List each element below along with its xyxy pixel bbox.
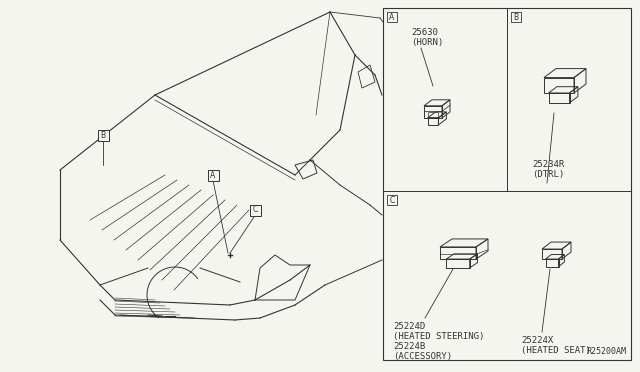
Text: 25224B: 25224B	[393, 342, 425, 351]
Text: C: C	[252, 205, 258, 215]
FancyBboxPatch shape	[387, 12, 397, 22]
FancyBboxPatch shape	[511, 12, 521, 22]
Text: C: C	[389, 196, 395, 205]
FancyBboxPatch shape	[207, 170, 218, 180]
FancyBboxPatch shape	[97, 129, 109, 141]
Text: B: B	[100, 131, 106, 140]
Text: 25630: 25630	[411, 28, 438, 37]
Text: R25200AM: R25200AM	[586, 347, 626, 356]
Text: B: B	[513, 13, 518, 22]
FancyBboxPatch shape	[387, 195, 397, 205]
Text: (DTRL): (DTRL)	[532, 170, 564, 179]
Text: 25234R: 25234R	[532, 160, 564, 169]
Text: (HORN): (HORN)	[411, 38, 444, 47]
Text: A: A	[389, 13, 395, 22]
Text: 25224D: 25224D	[393, 322, 425, 331]
Text: A: A	[211, 170, 216, 180]
Bar	[383, 8, 631, 360]
Text: (ACCESSORY): (ACCESSORY)	[393, 352, 452, 361]
Text: (HEATED STEERING): (HEATED STEERING)	[393, 332, 484, 341]
Text: (HEATED SEAT): (HEATED SEAT)	[521, 346, 591, 355]
FancyBboxPatch shape	[250, 205, 260, 215]
Text: 25224X: 25224X	[521, 336, 553, 345]
